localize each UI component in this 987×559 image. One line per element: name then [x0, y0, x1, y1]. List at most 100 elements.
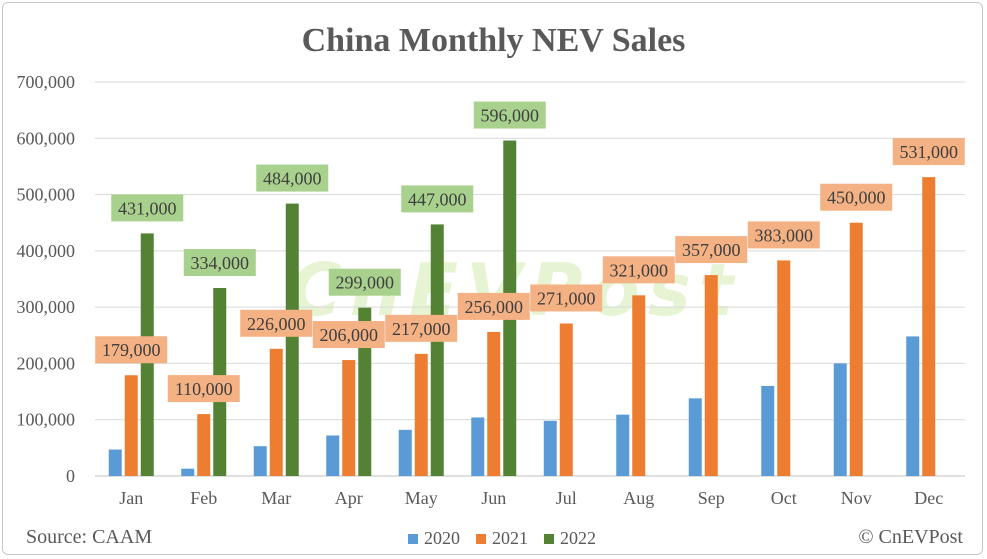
bars [108, 140, 936, 476]
x-tick-label: Mar [261, 488, 291, 508]
data-label-box-2021-apr [312, 321, 385, 349]
bar-2022-apr [358, 307, 372, 476]
legend-swatch-2020 [408, 533, 418, 544]
x-tick-label: May [405, 488, 438, 508]
copyright-note: © CnEVPost [858, 526, 963, 548]
x-tick-label: Sep [698, 488, 725, 508]
x-tick-label: Dec [914, 488, 943, 508]
y-tick-label: 500,000 [17, 185, 76, 205]
y-tick-label: 600,000 [17, 128, 76, 148]
x-tick-label: Jul [556, 488, 577, 508]
grid-lines [95, 81, 965, 477]
x-tick-label: Apr [335, 488, 363, 508]
legend-swatch-2022 [544, 533, 554, 544]
y-tick-label: 300,000 [17, 297, 76, 317]
data-label-2021-sep: 357,000 [682, 240, 741, 260]
data-labels: 179,000 110,000 226,000 206,000 217,000 256,0… [95, 101, 965, 403]
bar-2022-mar [285, 203, 299, 476]
legend-label-2021: 2021 [492, 528, 528, 548]
y-tick-label: 700,000 [17, 72, 76, 92]
x-tick-label: Jan [119, 488, 143, 508]
data-label-2021-oct: 383,000 [755, 225, 814, 245]
data-label-box-2021-aug [602, 256, 675, 284]
bar-2021-jul [559, 323, 573, 476]
bar-2020-feb [181, 468, 195, 476]
data-label-box-2021-may [385, 314, 458, 342]
legend: 2020 2021 2022 [408, 528, 596, 549]
legend-item-2022: 2022 [544, 528, 596, 549]
legend-item-2021: 2021 [476, 528, 528, 549]
data-label-box-2021-jul [530, 284, 603, 312]
chart-title: China Monthly NEV Sales [301, 22, 686, 59]
bar-2020-jul [543, 420, 557, 476]
data-label-2021-apr: 206,000 [320, 325, 379, 345]
data-label-2022-apr: 299,000 [336, 273, 395, 293]
bar-2020-dec [906, 336, 920, 476]
bar-2021-oct [777, 260, 791, 476]
bar-2022-may [430, 224, 444, 476]
data-label-2021-jul: 271,000 [537, 288, 596, 308]
data-label-box-2022-mar [256, 164, 329, 192]
bar-2020-oct [761, 385, 775, 476]
data-label-box-2021-mar [240, 309, 313, 337]
data-label-2021-nov: 450,000 [827, 188, 886, 208]
data-label-box-2021-sep [675, 236, 748, 264]
data-label-box-2022-apr [328, 268, 401, 296]
data-label-box-2021-jan [95, 336, 168, 364]
y-tick-label: 100,000 [17, 410, 76, 430]
y-axis: 0 100,000 200,000 300,000 400,000 500,000 600,… [17, 72, 76, 486]
data-label-box-2022-may [401, 185, 474, 213]
bar-2021-apr [342, 360, 356, 476]
legend-item-2020: 2020 [408, 528, 460, 549]
x-tick-label: Jun [481, 488, 506, 508]
bar-2021-feb [197, 414, 211, 476]
data-label-box-2021-dec [892, 138, 965, 166]
legend-swatch-2021 [476, 533, 486, 544]
data-label-2021-aug: 321,000 [610, 260, 669, 280]
bar-2020-apr [326, 435, 340, 476]
bar-2020-nov [833, 363, 847, 476]
data-label-2021-mar: 226,000 [247, 314, 306, 334]
bar-2021-jun [487, 331, 501, 476]
data-label-box-2021-nov [820, 183, 893, 211]
data-label-box-2022-jun [473, 101, 546, 129]
bar-2020-sep [688, 398, 702, 476]
data-label-2021-dec: 531,000 [900, 142, 959, 162]
y-tick-label: 0 [66, 466, 75, 486]
y-tick-label: 200,000 [17, 353, 76, 373]
x-tick-label: Aug [623, 488, 654, 508]
bar-2021-mar [269, 348, 283, 476]
source-note: Source: CAAM [26, 526, 153, 548]
bar-2020-may [398, 429, 412, 476]
data-label-2021-may: 217,000 [392, 319, 451, 339]
data-label-2022-jan: 431,000 [118, 198, 177, 218]
data-label-box-2021-feb [167, 375, 240, 403]
bar-2021-aug [632, 295, 646, 476]
x-tick-label: Nov [841, 488, 872, 508]
bar-2021-jan [124, 375, 138, 476]
bar-2020-aug [616, 414, 630, 476]
data-label-2021-jun: 256,000 [465, 297, 524, 317]
x-tick-label: Feb [190, 488, 217, 508]
x-axis: Jan Feb Mar Apr May Jun Jul Aug Sep Oct Nov Dec [119, 488, 943, 508]
data-label-box-2021-jun [457, 292, 530, 320]
y-tick-label: 400,000 [17, 241, 76, 261]
data-label-2021-jan: 179,000 [102, 340, 161, 360]
x-tick-label: Oct [771, 488, 797, 508]
bar-2021-may [414, 353, 428, 476]
data-label-2022-feb: 334,000 [191, 253, 250, 273]
legend-label-2020: 2020 [424, 528, 460, 548]
legend-label-2022: 2022 [560, 528, 596, 548]
bar-2020-jun [471, 417, 485, 476]
data-label-2022-may: 447,000 [408, 189, 467, 209]
data-label-2022-mar: 484,000 [263, 169, 322, 189]
data-label-2021-feb: 110,000 [175, 379, 233, 399]
bar-2021-sep [704, 275, 718, 476]
data-label-box-2022-jan [111, 194, 184, 222]
bar-2020-jan [108, 449, 122, 476]
data-label-box-2022-feb [183, 249, 256, 277]
data-label-2022-jun: 596,000 [481, 106, 540, 126]
bar-2020-mar [253, 446, 267, 476]
bar-2021-dec [922, 177, 936, 476]
